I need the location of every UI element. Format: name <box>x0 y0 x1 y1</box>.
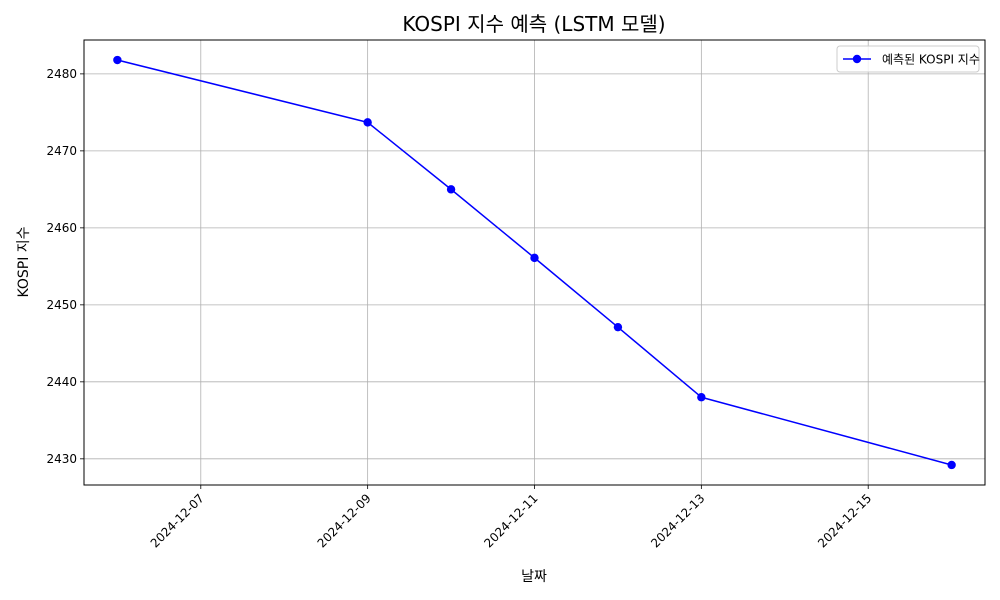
data-point <box>530 253 539 263</box>
legend: 예측된 KOSPI 지수 <box>836 45 980 73</box>
data-point <box>697 393 706 402</box>
legend-box <box>836 45 980 73</box>
y-ticks: 2430 2440 2450 2460 2470 2480 <box>46 67 84 466</box>
legend-marker-swatch <box>852 54 862 64</box>
data-point <box>613 322 623 332</box>
y-tick-label: 2460 <box>46 221 77 235</box>
data-point <box>947 460 956 470</box>
chart-title: KOSPI 지수 예측 (LSTM 모델) <box>402 12 665 36</box>
grid <box>84 40 985 485</box>
data-point <box>363 118 372 127</box>
y-axis-label: KOSPI 지수 <box>16 226 32 297</box>
series-layer <box>113 55 956 470</box>
y-tick-label: 2470 <box>46 144 77 158</box>
y-tick-label: 2440 <box>46 375 77 389</box>
y-tick-label: 2450 <box>46 298 77 312</box>
data-point <box>446 185 456 194</box>
y-tick-label: 2480 <box>46 67 77 81</box>
legend-label: 예측된 KOSPI 지수 <box>882 53 980 67</box>
x-axis-label: 날짜 <box>521 569 547 585</box>
y-tick-label: 2430 <box>46 452 77 466</box>
data-point <box>113 55 122 65</box>
